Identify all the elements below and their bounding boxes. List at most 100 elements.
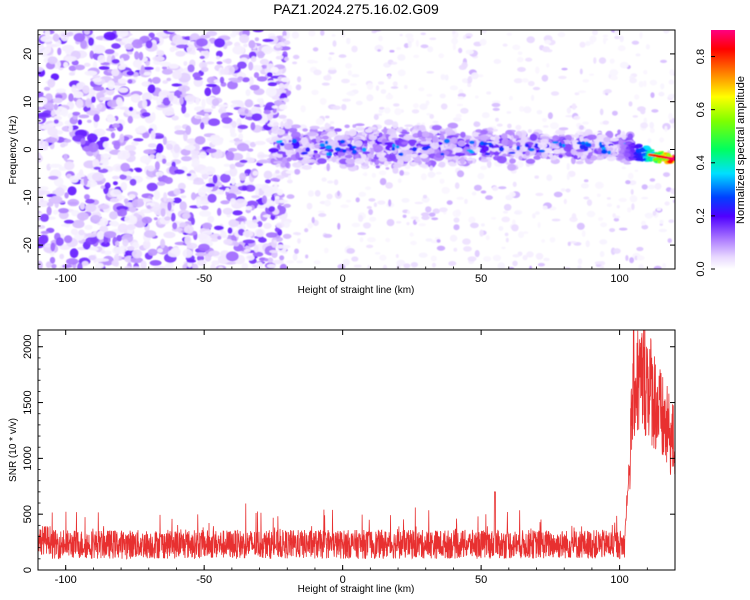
heatmap-cell — [480, 223, 485, 227]
heatmap-cell — [140, 155, 152, 164]
heatmap-cell — [45, 93, 53, 101]
heatmap-cell — [607, 150, 612, 155]
heatmap-cell — [251, 219, 259, 223]
heatmap-cell — [573, 154, 578, 160]
heatmap-cell — [441, 186, 450, 194]
heatmap-cell — [314, 144, 322, 149]
heatmap-cell — [160, 91, 171, 96]
heatmap-cell — [586, 210, 596, 218]
heatmap-cell — [537, 222, 541, 228]
heatmap-cell — [610, 75, 618, 81]
heatmap-cell — [539, 136, 550, 140]
heatmap-cell — [321, 177, 327, 182]
heatmap-cell — [403, 43, 410, 49]
heatmap-cell — [659, 219, 664, 224]
heatmap-cell — [368, 135, 378, 141]
heatmap-cell — [454, 182, 460, 189]
heatmap-cell — [183, 131, 188, 142]
heatmap-cell — [165, 112, 175, 116]
heatmap-cell — [281, 251, 288, 254]
heatmap-cell — [641, 196, 649, 200]
heatmap-cell — [507, 139, 514, 148]
heatmap-cell — [435, 171, 442, 175]
heatmap-cell — [311, 89, 319, 96]
heatmap-cell — [383, 126, 388, 135]
heatmap-cell — [93, 128, 106, 137]
heatmap-cell — [49, 163, 62, 168]
heatmap-cell — [413, 54, 420, 59]
heatmap-cell — [321, 82, 330, 86]
heatmap-cell — [432, 208, 440, 214]
heatmap-cell — [53, 209, 59, 215]
snr-x-tick-label: -50 — [196, 574, 212, 586]
heatmap-cell — [349, 83, 357, 86]
heatmap-cell — [266, 72, 273, 77]
heatmap-cell — [345, 63, 353, 69]
heatmap-cell — [222, 207, 233, 215]
heatmap-cell — [300, 137, 309, 146]
heatmap-cell — [398, 152, 402, 156]
heatmap-cell — [107, 99, 119, 108]
heatmap-cell — [105, 116, 116, 123]
heatmap-cell — [363, 140, 368, 144]
heatmap-cell — [370, 148, 375, 155]
heatmap-cell — [444, 74, 449, 81]
heatmap-cell — [585, 41, 591, 46]
heatmap-cell — [257, 154, 270, 158]
heatmap-cell — [660, 59, 667, 64]
heatmap-cell — [192, 181, 206, 185]
heatmap-cell — [115, 85, 120, 92]
heatmap-cell — [186, 138, 198, 144]
heatmap-cell — [204, 113, 209, 118]
heatmap-cell — [190, 217, 195, 225]
heatmap-cell — [618, 227, 628, 231]
heatmap-cell — [472, 158, 476, 164]
heatmap-cell — [503, 203, 512, 211]
heatmap-cell — [653, 265, 662, 269]
heatmap-cell — [162, 136, 167, 146]
heatmap-cell — [126, 224, 136, 231]
heatmap-cell — [373, 144, 384, 153]
heatmap-cell — [481, 112, 490, 119]
heatmap-cell — [532, 213, 536, 219]
heatmap-cell — [501, 133, 508, 140]
heatmap-cell — [142, 132, 150, 139]
heatmap-cell — [609, 69, 619, 77]
heatmap-cell — [527, 80, 535, 87]
heatmap-cell — [406, 210, 411, 215]
heatmap-cell — [265, 179, 271, 184]
heatmap-cell — [385, 94, 394, 100]
heatmap-cell — [431, 125, 442, 131]
heatmap-cell — [509, 155, 514, 159]
heatmap-cell — [395, 254, 399, 258]
heatmap-cell — [67, 186, 77, 196]
heatmap-cell — [322, 135, 329, 140]
heatmap-cell — [486, 160, 492, 169]
heatmap-cell — [481, 30, 487, 34]
heatmap-cell — [531, 94, 535, 101]
heatmap-cell — [291, 31, 300, 39]
heatmap-cell — [73, 91, 84, 99]
heatmap-cell — [593, 139, 604, 143]
heatmap-cell — [569, 241, 577, 244]
colorbar-gradient — [711, 30, 735, 269]
heatmap-cell — [78, 114, 90, 119]
heatmap-cell — [342, 258, 350, 266]
heatmap-cell — [145, 40, 153, 49]
heatmap-cell — [480, 190, 487, 194]
heatmap-cell — [598, 217, 604, 221]
heatmap-cell — [206, 148, 217, 154]
heatmap-cell — [327, 180, 334, 184]
heatmap-cell — [564, 134, 573, 142]
heatmap-cell — [425, 206, 432, 213]
heatmap-cell — [455, 113, 462, 119]
heatmap-cell — [254, 37, 260, 42]
heatmap-cell — [207, 193, 217, 203]
spectrogram-y-tick-label: 20 — [22, 48, 34, 60]
heatmap-cell — [208, 177, 213, 184]
heatmap-cell — [493, 151, 500, 156]
heatmap-cell — [420, 141, 431, 145]
heatmap-cell — [129, 206, 137, 213]
heatmap-cell — [211, 139, 223, 146]
heatmap-cell — [549, 155, 558, 161]
